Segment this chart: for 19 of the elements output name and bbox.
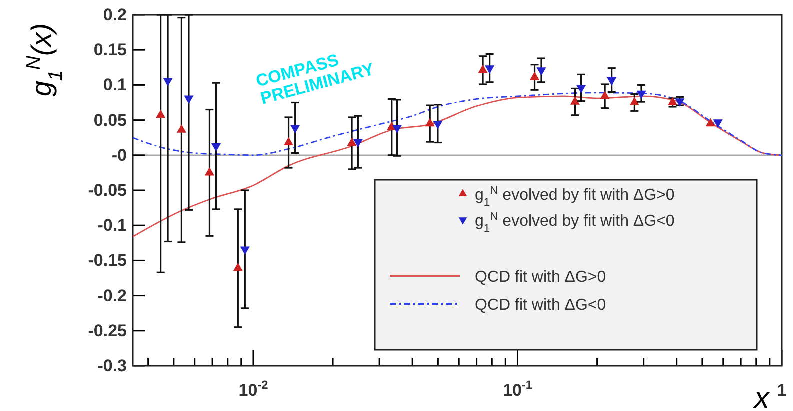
- y-tick-label: 0.15: [94, 40, 127, 60]
- y-tick-label: 0.1: [103, 76, 127, 95]
- legend-label: QCD fit with ΔG<0: [475, 297, 606, 314]
- x-tick-label: 10$^{-2}$: [238, 378, 269, 400]
- y-tick-label: 0.2: [103, 5, 127, 24]
- y-tick-label: -0.3: [98, 356, 127, 376]
- y-tick-label: -0.15: [88, 251, 127, 270]
- y-tick-label: 0.05: [94, 110, 127, 130]
- legend-label: g$_{1}$$^{N}$ evolved by fit with ΔG<0: [475, 211, 675, 235]
- x-tick-label: 1: [777, 381, 787, 400]
- y-tick-label: -0.25: [88, 321, 127, 340]
- legend-label: g$_{1}$$^{N}$ evolved by fit with ΔG>0: [475, 185, 675, 209]
- y-tick-label: -0: [112, 146, 127, 165]
- y-tick-label: -0.05: [88, 180, 127, 200]
- y-tick-label: -0.1: [98, 216, 127, 236]
- y-tick-label: -0.2: [98, 286, 127, 306]
- x-tick-label: 10$^{-1}$: [502, 378, 533, 400]
- x-axis-title: x: [752, 382, 770, 411]
- legend-label: QCD fit with ΔG>0: [475, 269, 606, 286]
